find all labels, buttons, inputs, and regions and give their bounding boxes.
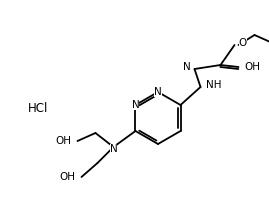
Text: OH: OH: [55, 136, 72, 146]
Text: O: O: [239, 38, 247, 48]
Text: N: N: [132, 100, 139, 110]
Text: NH: NH: [206, 80, 221, 90]
Text: OH: OH: [59, 172, 76, 182]
Text: HCl: HCl: [28, 102, 48, 115]
Text: N: N: [109, 144, 117, 154]
Text: N: N: [154, 87, 162, 97]
Text: OH: OH: [245, 62, 260, 72]
Text: N: N: [183, 62, 190, 72]
